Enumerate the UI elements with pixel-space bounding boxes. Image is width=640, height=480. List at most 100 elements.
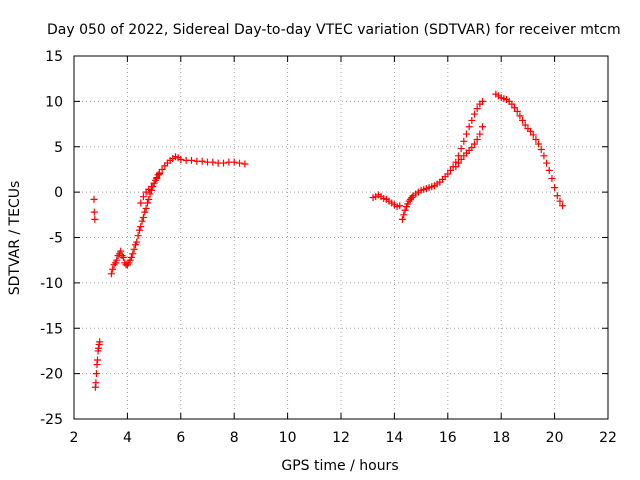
data-point (138, 217, 146, 225)
data-point (90, 208, 98, 216)
data-point (527, 127, 535, 135)
data-point (141, 208, 149, 216)
data-point (134, 232, 142, 240)
data-point (446, 166, 454, 174)
data-point (511, 104, 519, 112)
data-point (516, 112, 524, 120)
data-point (545, 166, 553, 174)
data-point (479, 123, 487, 131)
data-point (454, 159, 462, 167)
data-point (396, 202, 404, 210)
y-tick-label: -15 (40, 321, 63, 337)
x-tick-label: 4 (123, 430, 132, 446)
data-point (209, 158, 217, 166)
x-tick-label: 18 (492, 430, 510, 446)
data-point (457, 155, 465, 163)
data-point (145, 195, 153, 203)
data-point (551, 184, 559, 192)
data-point (91, 215, 99, 223)
data-point (468, 116, 476, 124)
y-tick-label: -5 (49, 231, 63, 247)
tick-label-layer: 2 4 6 8 10 12 14 16 18 20 22 -25 -20 -15 -10 -5 0 5 10 15 (40, 49, 617, 446)
data-point (398, 215, 406, 223)
data-point (107, 270, 115, 278)
data-point (513, 107, 521, 115)
data-point (519, 116, 527, 124)
data-point (553, 192, 561, 200)
data-point (142, 204, 150, 212)
data-point (93, 356, 101, 364)
data-point (153, 175, 161, 183)
data-point (468, 144, 476, 152)
data-point (400, 211, 408, 219)
data-point (143, 199, 151, 207)
data-point (529, 131, 537, 139)
x-tick-label: 10 (279, 430, 297, 446)
data-point (137, 199, 145, 207)
x-tick-label: 16 (439, 430, 457, 446)
x-tick-label: 6 (176, 430, 185, 446)
data-point (556, 197, 564, 205)
data-point (460, 137, 468, 145)
data-point (90, 195, 98, 203)
data-point (471, 110, 478, 118)
data-point (230, 158, 238, 166)
data-point (147, 183, 155, 191)
x-axis-label: GPS time / hours (281, 458, 398, 474)
grid-layer (74, 56, 608, 419)
data-point (119, 253, 127, 261)
data-point (457, 145, 465, 153)
data-point (198, 157, 206, 165)
data-point (535, 140, 543, 148)
x-tick-label: 8 (230, 430, 239, 446)
data-point (462, 130, 470, 138)
data-point (92, 370, 100, 378)
data-point (139, 193, 147, 201)
data-point (473, 105, 481, 113)
data-point (113, 256, 121, 264)
data-point (146, 190, 154, 198)
y-tick-label: 5 (54, 140, 63, 156)
data-point (543, 159, 551, 167)
data-point (109, 265, 117, 273)
y-tick-label: 0 (54, 185, 63, 201)
chart-title: Day 050 of 2022, Sidereal Day-to-day VTE… (47, 22, 621, 38)
data-point (127, 253, 135, 261)
y-tick-label: -10 (40, 276, 63, 292)
data-point (117, 247, 125, 255)
data-point (236, 159, 244, 167)
data-point (220, 159, 228, 167)
data-point (540, 152, 548, 160)
data-point (133, 238, 141, 246)
data-point (129, 250, 137, 258)
data-point (508, 100, 516, 108)
data-point (177, 155, 185, 163)
plot-frame (73, 55, 609, 420)
x-tick-label: 20 (546, 430, 564, 446)
x-tick-label: 2 (70, 430, 79, 446)
y-tick-label: -25 (40, 412, 63, 428)
data-point (139, 214, 147, 222)
data-point (521, 121, 529, 129)
y-axis-label: SDTVAR / TECUs (7, 181, 23, 296)
data-point (559, 202, 567, 210)
data-point (532, 135, 540, 143)
x-tick-label: 14 (385, 430, 403, 446)
data-point (537, 145, 545, 153)
data-point (158, 165, 166, 173)
data-point (241, 160, 249, 168)
data-point (401, 206, 409, 214)
data-point (150, 179, 158, 187)
y-tick-label: -20 (40, 367, 63, 383)
data-point (130, 245, 138, 253)
data-point (452, 163, 460, 171)
data-point (476, 130, 484, 138)
data-point (471, 140, 478, 148)
data-point (548, 175, 556, 183)
y-tick-label: 10 (45, 94, 63, 110)
data-point (444, 170, 452, 178)
data-point (465, 123, 473, 131)
data-point (137, 223, 145, 231)
